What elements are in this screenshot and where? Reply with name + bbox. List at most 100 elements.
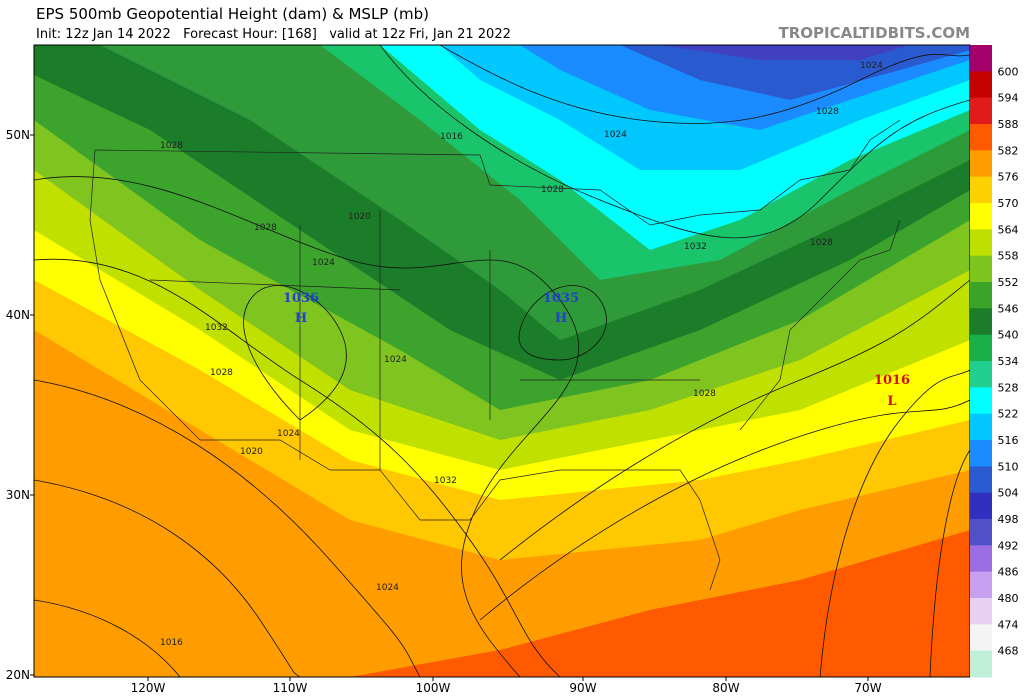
colorbar-segment: [970, 150, 992, 178]
center-value: 1016: [874, 373, 910, 388]
colorbar-label: 474: [998, 618, 1019, 631]
isobar-label: 1032: [684, 242, 707, 252]
colorbar-label: 516: [998, 434, 1019, 447]
colorbar-label: 498: [998, 513, 1019, 526]
colorbar-segment: [970, 334, 992, 362]
lon-label: 100W: [416, 681, 451, 695]
height-band: [660, 45, 910, 60]
borders: [89, 119, 901, 591]
isobar-label: 1024: [604, 130, 627, 140]
axes: 50N 40N 30N 20N 120W 110W 100W 90W 80W 70W: [6, 128, 882, 695]
colorbar-label: 534: [998, 355, 1019, 368]
colorbar-segment: [970, 176, 992, 204]
colorbar-label: 492: [998, 539, 1019, 552]
colorbar-segment: [970, 361, 992, 388]
border: [200, 439, 721, 591]
colorbar-label: 540: [998, 329, 1019, 342]
isobar: [379, 45, 970, 239]
colorbar-segment: [970, 466, 992, 494]
isobar: [929, 449, 970, 677]
colorbar-label: 594: [998, 92, 1019, 105]
map: 1028 1016 1024 1028 1028 1020 1028 1024 …: [33, 44, 971, 678]
colorbar-segment: [970, 124, 992, 151]
border: [94, 119, 901, 226]
isobar: [34, 599, 181, 677]
isobar-label: 1016: [160, 638, 183, 648]
colorbar: 600 594 588 582 576 570 564 558 552 546 540 534 528 5…: [970, 45, 1019, 678]
colorbar-segment: [970, 308, 992, 336]
isobar: [819, 369, 970, 677]
isobar-label: 1024: [312, 258, 335, 268]
colorbar-label: 528: [998, 381, 1019, 394]
isobar-label: 1024: [376, 583, 399, 593]
isobar: [34, 176, 580, 677]
colorbar-label: 600: [998, 65, 1019, 78]
isobar-label: 1028: [810, 238, 833, 248]
isobar: [34, 379, 421, 677]
colorbar-segment: [970, 387, 992, 415]
lon-label: 70W: [854, 681, 881, 695]
isobar-label: 1032: [205, 323, 228, 333]
colorbar-segment: [970, 624, 992, 652]
site-credit: TROPICALTIDBITS.COM: [779, 24, 971, 42]
height-band: [560, 45, 970, 100]
isobar: [518, 285, 607, 361]
colorbar-segment: [970, 650, 992, 678]
lat-label: 40N: [6, 308, 30, 322]
colorbar-segment: [970, 255, 992, 283]
colorbar-label: 504: [998, 487, 1019, 500]
isobar-label: 1028: [693, 389, 716, 399]
colorbar-segment: [970, 97, 992, 125]
colorbar-segment: [970, 492, 992, 520]
colorbar-label: 558: [998, 250, 1019, 263]
isobars: [34, 45, 970, 677]
coast: [89, 149, 201, 441]
isobar-label: 1028: [816, 107, 839, 117]
isobar-label: 1028: [210, 368, 233, 378]
lat-label: 50N: [6, 128, 30, 142]
isobar-label: 1028: [254, 223, 277, 233]
lon-label: 90W: [569, 681, 596, 695]
colorbar-label: 582: [998, 144, 1019, 157]
colorbar-label: 570: [998, 197, 1019, 210]
colorbar-segment: [970, 71, 992, 99]
colorbar-segment: [970, 203, 992, 230]
colorbar-segment: [970, 282, 992, 309]
isobar: [479, 399, 970, 621]
isobar-label: 1024: [277, 429, 300, 439]
isobar-label: 1016: [440, 132, 463, 142]
colorbar-segment: [970, 440, 992, 467]
lon-label: 110W: [273, 681, 308, 695]
lat-label: 20N: [6, 668, 30, 682]
colorbar-label: 480: [998, 592, 1019, 605]
lon-label: 120W: [131, 681, 166, 695]
colorbar-segment: [970, 519, 992, 546]
colorbar-label: 546: [998, 302, 1019, 315]
colorbar-label: 468: [998, 645, 1019, 658]
center-letter: H: [295, 311, 307, 326]
colorbar-label: 522: [998, 408, 1019, 421]
isobar-label: 1028: [160, 141, 183, 151]
colorbar-segment: [970, 545, 992, 573]
colorbar-segment: [970, 598, 992, 625]
colorbar-label: 510: [998, 460, 1019, 473]
isobar: [34, 479, 301, 677]
colorbar-label: 564: [998, 223, 1019, 236]
center-letter: H: [555, 311, 567, 326]
colorbar-label: 486: [998, 566, 1019, 579]
isobar-label: 1028: [541, 185, 564, 195]
isobar-label: 1024: [860, 61, 883, 71]
subtitle: Init: 12z Jan 14 2022 Forecast Hour: [16…: [36, 27, 511, 42]
isobar: [243, 285, 347, 421]
lon-label: 80W: [712, 681, 739, 695]
isobar-label: 1020: [240, 447, 263, 457]
colorbar-label: 588: [998, 118, 1019, 131]
colorbar-label: 576: [998, 171, 1019, 184]
isobar: [439, 45, 970, 124]
colorbar-segment: [970, 571, 992, 599]
lat-label: 30N: [6, 488, 30, 502]
isobar-label: 1020: [348, 212, 371, 222]
isobar-label: 1024: [384, 355, 407, 365]
colorbar-segment: [970, 229, 992, 257]
